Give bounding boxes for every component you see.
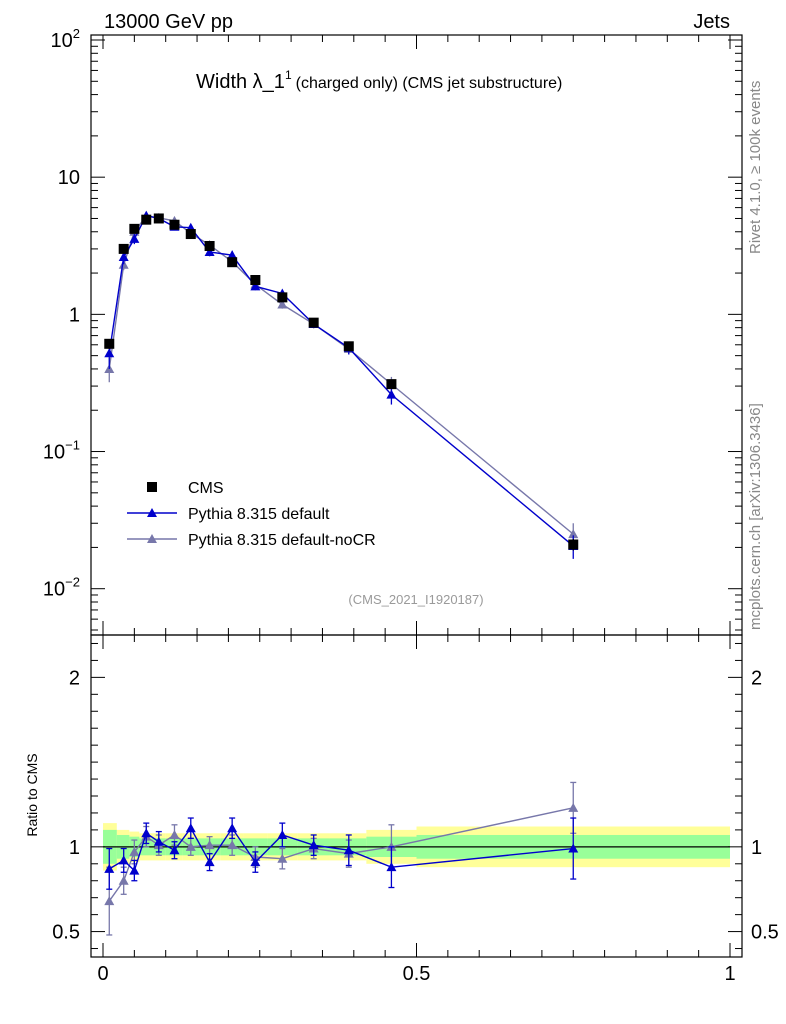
cms-data-point xyxy=(204,240,215,251)
header-left: 13000 GeV pp xyxy=(104,11,233,33)
series-line xyxy=(108,214,574,547)
ratio-data-point xyxy=(386,862,397,872)
mc-data-point xyxy=(104,348,115,358)
ratio-data-point xyxy=(204,840,215,850)
ratio-ylabel: Ratio to CMS xyxy=(24,753,40,836)
ratio-panel-frame xyxy=(90,634,743,958)
mc-data-point xyxy=(386,389,397,399)
mc-data-point xyxy=(250,281,261,291)
cms-data-point xyxy=(141,214,152,225)
mc-data-point xyxy=(118,251,129,261)
cms-data-point xyxy=(227,257,238,268)
ratio-data-point xyxy=(250,857,261,867)
ratio-data-point xyxy=(118,855,129,865)
ratio-data-point xyxy=(141,828,152,838)
cms-data-point xyxy=(153,213,164,224)
ratio-data-point xyxy=(308,840,319,850)
cms-data-point xyxy=(308,317,319,328)
ratio-data-point xyxy=(204,857,215,867)
plot-title-sup: 1 xyxy=(285,68,292,82)
ratio-data-point xyxy=(277,853,288,863)
y-tick-label-ratio: 2 xyxy=(69,667,80,689)
ratio-data-point xyxy=(153,836,164,846)
y-tick-label-exp: −2 xyxy=(65,575,80,590)
cms-data-point xyxy=(277,292,288,303)
mc-data-point xyxy=(568,529,579,539)
legend-marker-mc xyxy=(147,534,157,543)
y-tick-label-main: 10−1 xyxy=(43,438,80,464)
ratio-data-point xyxy=(169,845,180,855)
mc-data-point xyxy=(204,246,215,256)
legend-marker-cms xyxy=(147,482,157,492)
y-tick-label-ratio-right: 0.5 xyxy=(751,922,779,944)
ratio-data-point xyxy=(568,843,579,853)
plot-title: Width λ_11 (charged only) (CMS jet substr… xyxy=(196,68,562,93)
x-tick-label: 0 xyxy=(97,963,108,985)
ratio-data-point xyxy=(129,865,140,875)
ratio-data-point xyxy=(104,863,115,873)
y-tick-label-base: 10 xyxy=(58,167,80,189)
series-line xyxy=(108,215,574,535)
y-tick-label-ratio-right: 2 xyxy=(751,667,762,689)
plot-title-sub: (charged only) (CMS jet substructure) xyxy=(296,75,563,92)
mcplots-label: mcplots.cern.ch [arXiv:1306.3436] xyxy=(747,403,764,630)
cms-data-point xyxy=(185,229,196,240)
y-tick-label-ratio: 1 xyxy=(69,837,80,859)
y-tick-label-main: 10 xyxy=(58,167,80,189)
plot-title-main: Width λ_1 xyxy=(196,71,285,93)
cms-data-point xyxy=(169,219,180,230)
y-tick-label-ratio-right: 1 xyxy=(751,837,762,859)
cms-data-point xyxy=(343,341,354,352)
ratio-data-point xyxy=(169,829,180,839)
header-right: Jets xyxy=(693,11,730,33)
y-tick-label-ratio: 0.5 xyxy=(52,922,80,944)
legend-label: CMS xyxy=(188,480,224,497)
ratio-data-point xyxy=(277,829,288,839)
y-tick-label-main: 10−2 xyxy=(43,575,80,601)
mc-data-point xyxy=(277,299,288,309)
cms-data-point xyxy=(118,243,129,254)
cms-data-point xyxy=(250,275,261,286)
x-tick-label: 0.5 xyxy=(403,963,431,985)
ratio-data-point xyxy=(118,875,129,885)
ratio-data-point xyxy=(227,823,238,833)
mc-data-point xyxy=(118,259,129,269)
ratio-data-point xyxy=(227,840,238,850)
mc-data-point xyxy=(129,233,140,243)
y-tick-label-base: 10 xyxy=(43,579,65,601)
cms-data-point xyxy=(568,539,579,550)
legend-label: Pythia 8.315 default-noCR xyxy=(188,532,376,549)
axis-ticks xyxy=(91,35,742,957)
cms-data-point xyxy=(129,223,140,234)
cms-data-point xyxy=(104,338,115,349)
legend-label: Pythia 8.315 default xyxy=(188,506,330,523)
ratio-data-point xyxy=(343,845,354,855)
cms-data-point xyxy=(386,379,397,390)
analysis-id: (CMS_2021_I1920187) xyxy=(348,592,483,607)
x-tick-label: 1 xyxy=(724,963,735,985)
ratio-data-point xyxy=(129,846,140,856)
ratio-data-point xyxy=(104,896,115,906)
ratio-data-point xyxy=(568,802,579,812)
y-tick-label-main: 102 xyxy=(51,26,80,52)
ratio-series xyxy=(104,781,579,936)
legend-marker-mc xyxy=(147,508,157,517)
ratio-data-point xyxy=(185,823,196,833)
legend: CMS Pythia 8.315 default Pythia 8.315 defa… xyxy=(127,480,376,549)
y-tick-label-base: 1 xyxy=(69,304,80,326)
main-series xyxy=(104,210,579,559)
y-tick-label-base: 10 xyxy=(43,442,65,464)
y-tick-label-exp: 2 xyxy=(73,26,80,41)
rivet-label: Rivet 4.1.0, ≥ 100k events xyxy=(747,81,764,254)
y-tick-label-main: 1 xyxy=(69,304,80,326)
y-tick-label-base: 10 xyxy=(51,30,73,52)
ratio-data-point xyxy=(185,841,196,851)
mc-data-point xyxy=(227,250,238,260)
y-tick-label-exp: −1 xyxy=(65,438,80,453)
